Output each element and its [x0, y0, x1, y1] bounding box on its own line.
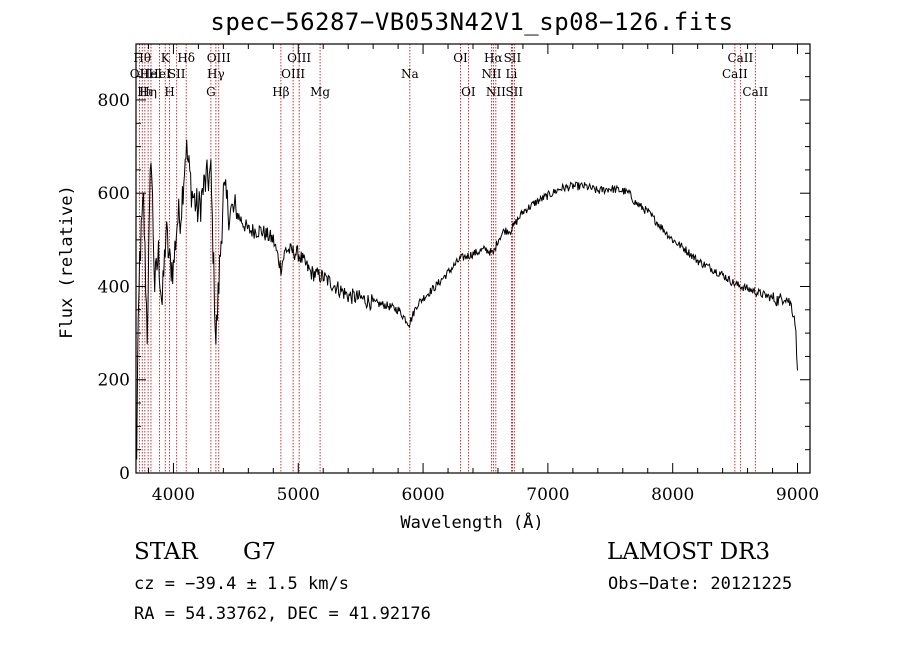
plot-frame [135, 43, 811, 474]
y-tick-label: 600 [98, 184, 130, 204]
x-tick-label: 7000 [526, 485, 569, 505]
spectral-line-label: Hη [139, 85, 157, 99]
spectral-line-label: HeI [148, 67, 171, 81]
sky-coordinates: RA = 54.33762, DEC = 41.92176 [134, 604, 431, 624]
spectral-line-label: OI [461, 85, 476, 99]
spectral-line-label: OII [130, 67, 150, 81]
spectral-subclass: G7 [243, 539, 277, 565]
spectral-line-label: Li [506, 67, 518, 81]
spectral-line-label: Mg [310, 85, 330, 99]
spectral-line-label: Hβ [272, 85, 289, 99]
x-axis-label: Wavelength (Å) [400, 511, 543, 533]
spectral-line-label: OIII [287, 51, 311, 65]
spectral-line-label: OIII [207, 51, 231, 65]
spectral-line-label: Hα [484, 51, 503, 65]
y-tick-label: 0 [119, 464, 130, 484]
spectral-line-markers [138, 44, 756, 473]
spectral-line-label: G [206, 85, 216, 99]
spectral-line-label: Na [401, 67, 419, 81]
observation-date: Obs−Date: 20121225 [608, 574, 793, 594]
spectral-line-label: SII [504, 51, 522, 65]
y-tick-label: 200 [98, 371, 130, 391]
object-class: STAR [134, 539, 198, 565]
spectral-line-label: H [164, 85, 174, 99]
spectral-line-label: NII [481, 67, 501, 81]
spectral-line-label: CaII [722, 67, 748, 81]
x-tick-label: 6000 [401, 485, 444, 505]
spectral-line-label: Hι [137, 85, 152, 99]
x-tick-label: 9000 [776, 485, 819, 505]
x-tick-label: 8000 [651, 485, 694, 505]
y-axis-label: Flux (relative) [57, 185, 77, 339]
spectrum-series-line [136, 139, 798, 460]
survey-name: LAMOST DR3 [607, 539, 771, 565]
redshift-velocity: cz = −39.4 ± 1.5 km/s [134, 574, 349, 594]
x-tick-label: 5000 [277, 485, 320, 505]
x-tick-label: 4000 [152, 485, 195, 505]
chart-title: spec−56287−VB053N42V1_sp08−126.fits [210, 8, 734, 36]
spectral-line-label: OIII [281, 67, 305, 81]
y-tick-label: 800 [98, 91, 130, 111]
axis-ticks [136, 44, 810, 474]
spectral-line-label: K [161, 51, 171, 65]
spectral-line-label: Hθ [133, 51, 151, 65]
spectral-line-label: SII [168, 67, 186, 81]
spectral-line-label: CaII [742, 85, 768, 99]
spectral-line-label: SII [505, 85, 523, 99]
y-tick-label: 400 [98, 277, 130, 297]
axis-tick-labels: 4000 5000 6000 7000 8000 9000 0 200 400 600 800 [98, 91, 820, 505]
spectral-line-label: Hδ [177, 51, 195, 65]
spectral-line-label: OI [453, 51, 468, 65]
spectral-line-label: CaII [727, 51, 753, 65]
spectral-line-label: NII [486, 85, 506, 99]
spectral-line-label: HeI [140, 67, 163, 81]
spectral-line-label: Hγ [207, 67, 225, 81]
